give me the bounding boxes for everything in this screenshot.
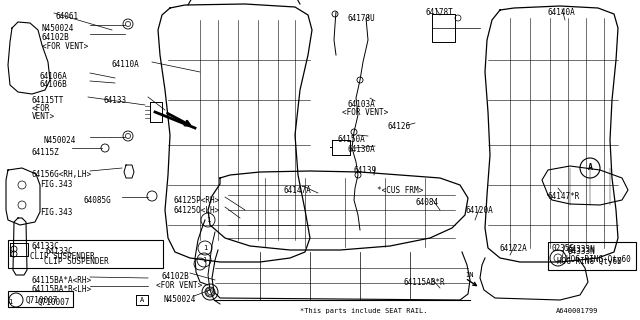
Text: VENT>: VENT>	[32, 112, 55, 121]
Text: <FOR VENT>: <FOR VENT>	[42, 42, 88, 51]
Text: 64085G: 64085G	[84, 196, 112, 205]
Text: <FOR VENT>: <FOR VENT>	[156, 281, 202, 290]
Text: CLIP SUSPENDER: CLIP SUSPENDER	[30, 252, 95, 261]
Text: CLIP SUSPENDER: CLIP SUSPENDER	[44, 257, 109, 266]
Text: A: A	[140, 297, 144, 303]
Text: 64178U: 64178U	[348, 14, 376, 23]
Text: 64140A: 64140A	[548, 8, 576, 17]
Text: 1: 1	[202, 257, 206, 263]
Text: 64178T: 64178T	[426, 8, 454, 17]
Text: Q710007: Q710007	[26, 296, 58, 305]
Text: 64147*R: 64147*R	[548, 192, 580, 201]
FancyBboxPatch shape	[548, 242, 636, 270]
Text: 64061: 64061	[55, 12, 78, 21]
Text: 1: 1	[206, 217, 210, 223]
Text: 64130A: 64130A	[348, 145, 376, 154]
Text: 64115TT: 64115TT	[32, 96, 65, 105]
Text: 64125P<RH>: 64125P<RH>	[174, 196, 220, 205]
Text: FIG.343: FIG.343	[40, 208, 72, 217]
Text: IN: IN	[466, 272, 474, 278]
Text: 64122A: 64122A	[499, 244, 527, 253]
Text: 64110A: 64110A	[112, 60, 140, 69]
Text: FIG.343: FIG.343	[40, 180, 72, 189]
Text: 64106B: 64106B	[40, 80, 68, 89]
Text: 64115AB*R: 64115AB*R	[403, 278, 445, 287]
Text: 64133C: 64133C	[32, 242, 60, 251]
Text: 64150A: 64150A	[338, 135, 365, 144]
Text: A640001799: A640001799	[556, 308, 598, 314]
Text: N450024: N450024	[164, 295, 196, 304]
Text: 64115Z: 64115Z	[32, 148, 60, 157]
Text: 64102B: 64102B	[162, 272, 189, 281]
Text: A: A	[588, 164, 593, 172]
Text: HOG RING Qty60: HOG RING Qty60	[566, 255, 631, 264]
Text: 64126: 64126	[388, 122, 411, 131]
Text: 64106A: 64106A	[40, 72, 68, 81]
Text: 64156G<RH,LH>: 64156G<RH,LH>	[32, 170, 92, 179]
Text: 64115BA*B<LH>: 64115BA*B<LH>	[32, 285, 92, 294]
Text: *This parts include SEAT RAIL.: *This parts include SEAT RAIL.	[300, 308, 428, 314]
Text: 64333N: 64333N	[567, 247, 595, 256]
FancyBboxPatch shape	[8, 240, 163, 268]
FancyBboxPatch shape	[8, 291, 73, 307]
Text: 64147A: 64147A	[283, 186, 311, 195]
Text: 1: 1	[8, 299, 12, 305]
Text: <FOR: <FOR	[32, 104, 51, 113]
Text: HOG RING Qty60: HOG RING Qty60	[557, 257, 621, 266]
Text: N450024: N450024	[44, 136, 76, 145]
Text: 64115BA*A<RH>: 64115BA*A<RH>	[32, 276, 92, 285]
Text: 64133: 64133	[104, 96, 127, 105]
Text: 64103A: 64103A	[347, 100, 375, 109]
Text: 64120A: 64120A	[466, 206, 493, 215]
Text: 64084: 64084	[416, 198, 439, 207]
Text: 0235S: 0235S	[551, 244, 574, 253]
Text: 64125O<LH>: 64125O<LH>	[174, 206, 220, 215]
Text: N450024: N450024	[42, 24, 74, 33]
Text: 64333N: 64333N	[568, 245, 596, 254]
Text: 64102B: 64102B	[42, 33, 70, 42]
Text: 64139: 64139	[354, 166, 377, 175]
Text: 1: 1	[203, 245, 207, 251]
Text: <FOR VENT>: <FOR VENT>	[342, 108, 388, 117]
Text: Q710007: Q710007	[38, 298, 70, 307]
Text: *<CUS FRM>: *<CUS FRM>	[377, 186, 423, 195]
Text: 64133C: 64133C	[46, 247, 74, 256]
